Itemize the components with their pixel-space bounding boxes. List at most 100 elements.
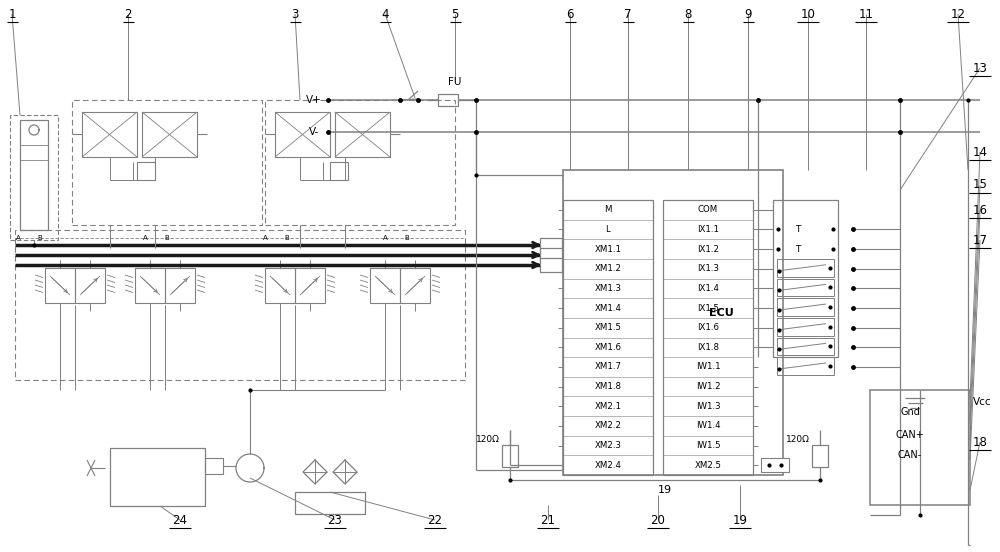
Text: 15: 15	[973, 178, 987, 192]
Text: CAN+: CAN+	[896, 430, 924, 440]
Text: 19: 19	[658, 485, 672, 495]
Text: V-: V-	[309, 127, 319, 137]
Bar	[370, 268, 400, 303]
Bar	[777, 298, 834, 316]
Bar	[75, 268, 105, 303]
Bar	[777, 279, 834, 296]
Text: 23: 23	[328, 513, 342, 527]
Text: 13: 13	[973, 61, 987, 75]
Text: XM1.1: XM1.1	[594, 245, 622, 253]
Text: XM1.5: XM1.5	[594, 323, 622, 332]
Text: A: A	[16, 235, 20, 241]
Text: XM2.2: XM2.2	[594, 421, 622, 431]
Bar	[330, 162, 348, 180]
Text: B: B	[165, 235, 169, 241]
Text: IW1.5: IW1.5	[696, 441, 720, 450]
Text: XM2.1: XM2.1	[594, 402, 622, 411]
Bar	[777, 318, 834, 336]
Bar	[870, 390, 970, 505]
Text: A: A	[143, 235, 147, 241]
Bar	[137, 162, 155, 180]
Bar	[773, 200, 838, 357]
Text: XM2.5: XM2.5	[694, 461, 722, 470]
Text: 19: 19	[732, 513, 748, 527]
Bar	[563, 170, 783, 475]
Text: 9: 9	[744, 8, 752, 20]
Bar	[295, 492, 365, 514]
Text: XM1.6: XM1.6	[594, 343, 622, 352]
Text: A: A	[263, 235, 267, 241]
Text: 24: 24	[173, 513, 188, 527]
Text: XM1.4: XM1.4	[594, 304, 622, 312]
Text: 5: 5	[451, 8, 459, 20]
Text: 20: 20	[651, 513, 665, 527]
Text: 14: 14	[972, 146, 988, 158]
Bar	[275, 112, 330, 157]
Bar	[761, 458, 789, 472]
Bar	[777, 357, 834, 375]
Bar	[335, 112, 390, 157]
Bar	[165, 268, 195, 303]
Text: ECU: ECU	[709, 307, 734, 317]
Text: IX1.8: IX1.8	[697, 343, 719, 352]
Text: IW1.3: IW1.3	[696, 402, 720, 411]
Text: 1: 1	[8, 8, 16, 20]
Text: 22: 22	[428, 513, 442, 527]
Text: B: B	[405, 235, 409, 241]
Text: 120Ω: 120Ω	[476, 436, 500, 444]
Text: IX1.1: IX1.1	[697, 225, 719, 234]
Text: B: B	[285, 235, 289, 241]
Bar	[205, 458, 223, 474]
Bar	[265, 268, 295, 303]
Bar	[540, 248, 562, 262]
Text: 7: 7	[624, 8, 632, 20]
Bar	[777, 337, 834, 355]
Text: 120Ω: 120Ω	[786, 436, 810, 444]
Bar	[502, 445, 518, 467]
Text: L: L	[606, 225, 610, 234]
Text: M: M	[604, 205, 612, 214]
Text: XM1.3: XM1.3	[594, 284, 622, 293]
Bar	[265, 100, 455, 225]
Bar	[110, 448, 205, 506]
Text: 21: 21	[540, 513, 556, 527]
Text: IW1.2: IW1.2	[696, 382, 720, 391]
Text: IX1.2: IX1.2	[697, 245, 719, 253]
Text: XM1.7: XM1.7	[594, 363, 622, 371]
Text: B: B	[38, 235, 42, 241]
Text: Gnd: Gnd	[900, 407, 920, 417]
Bar	[438, 94, 458, 106]
Text: IX1.4: IX1.4	[697, 284, 719, 293]
Text: A: A	[383, 235, 387, 241]
Bar	[540, 258, 562, 272]
Text: 4: 4	[381, 8, 389, 20]
Text: XM1.2: XM1.2	[594, 264, 622, 273]
Bar	[812, 445, 828, 467]
Text: COM: COM	[698, 205, 718, 214]
Text: IX1.3: IX1.3	[697, 264, 719, 273]
Text: IW1.1: IW1.1	[696, 363, 720, 371]
Bar	[15, 230, 465, 380]
Text: 10: 10	[801, 8, 815, 20]
Text: Vcc: Vcc	[973, 397, 991, 407]
Bar	[563, 200, 653, 475]
Text: 18: 18	[973, 436, 987, 448]
Bar	[663, 200, 753, 475]
Bar	[72, 100, 262, 225]
Text: CAN-: CAN-	[898, 450, 922, 460]
Text: 17: 17	[972, 233, 988, 247]
Bar	[777, 259, 834, 277]
Bar	[142, 112, 197, 157]
Bar	[20, 120, 48, 230]
Bar	[295, 268, 325, 303]
Text: 6: 6	[566, 8, 574, 20]
Bar	[10, 115, 58, 240]
Text: 2: 2	[124, 8, 132, 20]
Text: IX1.6: IX1.6	[697, 323, 719, 332]
Text: XM2.4: XM2.4	[594, 461, 622, 470]
Text: 8: 8	[684, 8, 692, 20]
Text: 11: 11	[858, 8, 874, 20]
Text: T: T	[795, 225, 800, 234]
Bar	[540, 238, 562, 252]
Text: FU: FU	[448, 77, 462, 87]
